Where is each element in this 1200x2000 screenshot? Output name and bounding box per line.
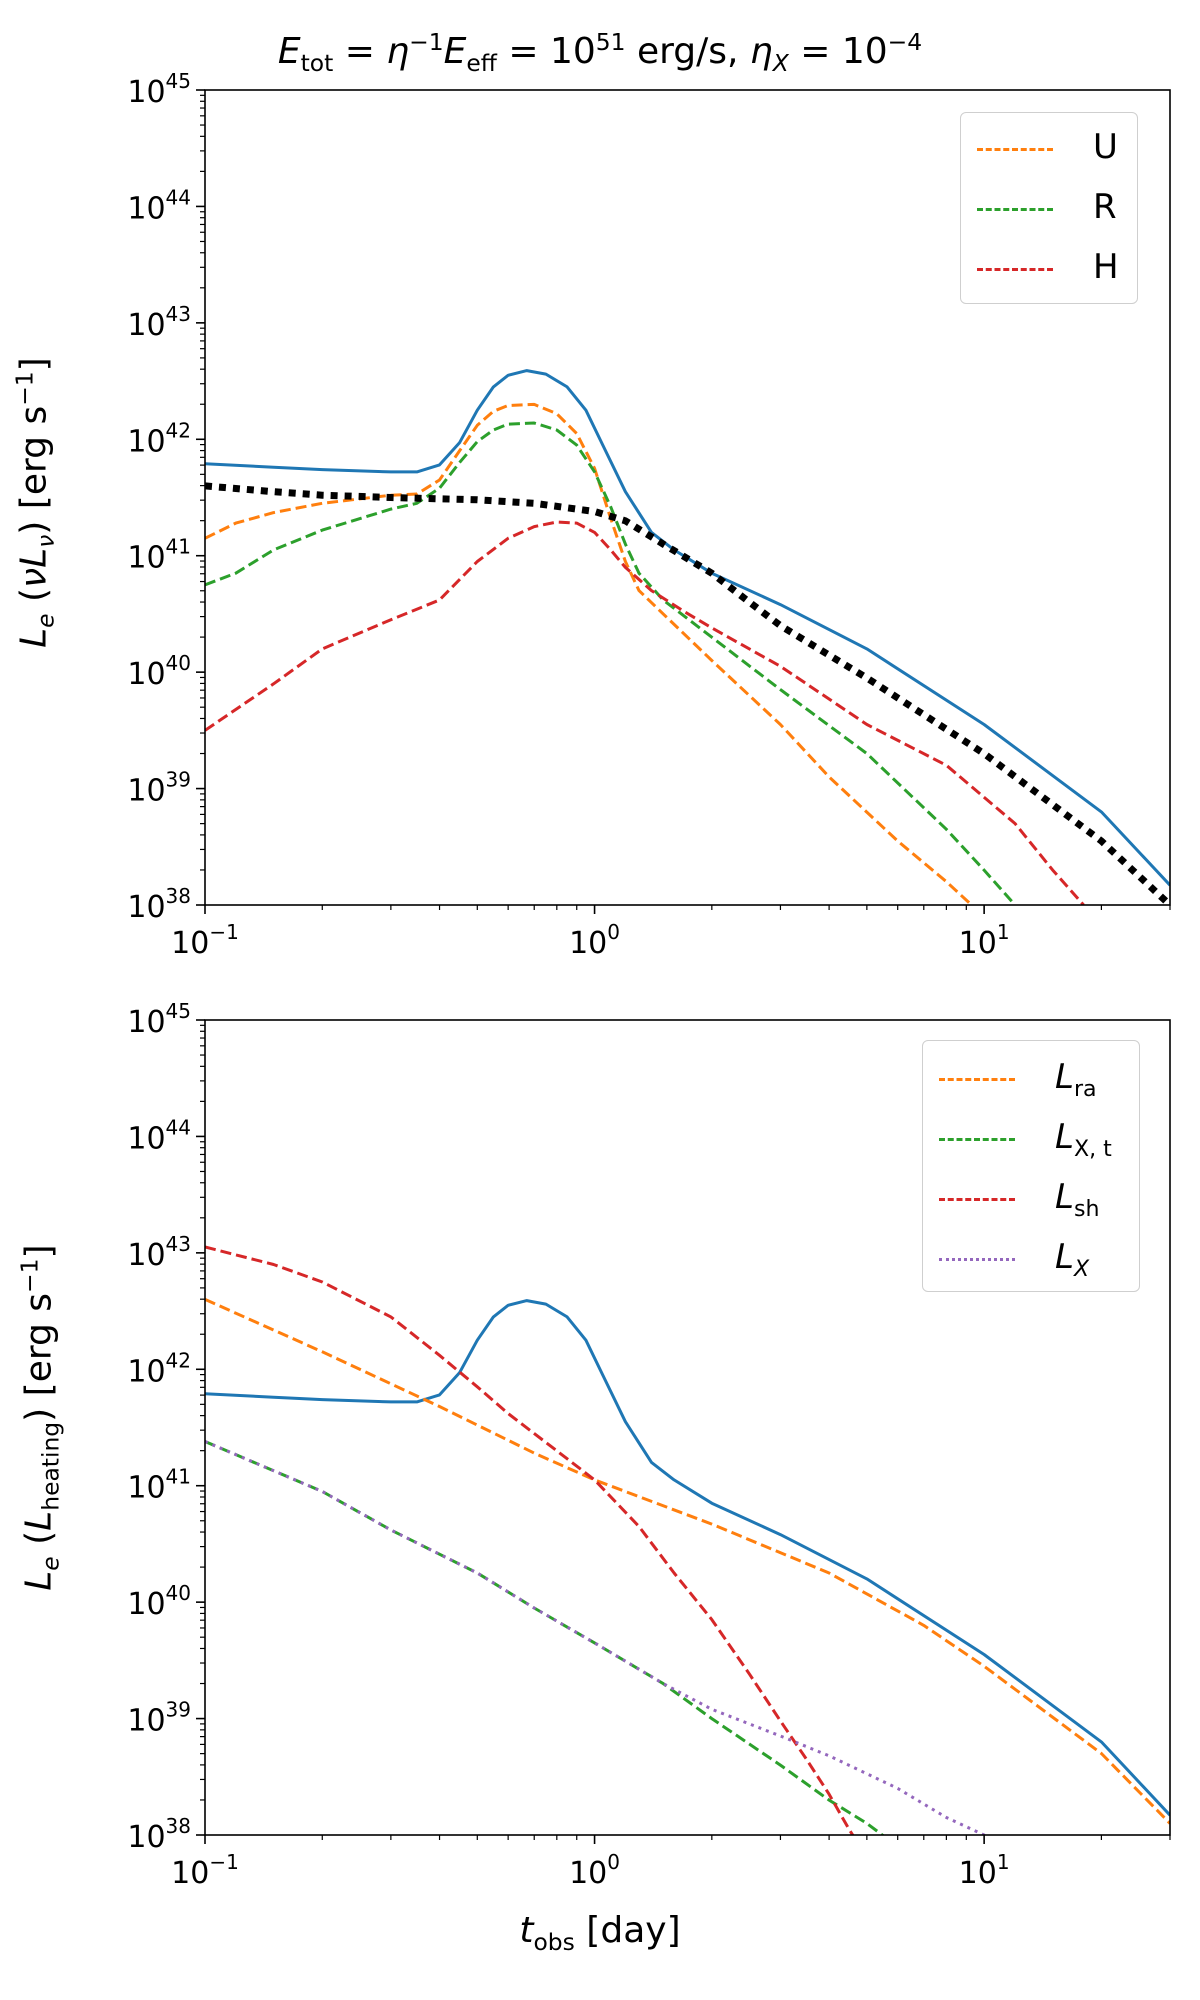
top-y-tick-label: 1045 bbox=[127, 69, 191, 110]
legend-entry-r: R bbox=[961, 181, 1137, 237]
bottom-series-l-sh bbox=[205, 1245, 855, 1835]
top-y-tick-label: 1043 bbox=[127, 302, 191, 343]
top-legend: U R H bbox=[960, 112, 1138, 304]
legend-label-r: R bbox=[1093, 187, 1117, 227]
top-x-tick-label: 100 bbox=[569, 920, 620, 961]
bottom-x-tick-label: 100 bbox=[569, 1850, 620, 1891]
bottom-series-l-x-t bbox=[205, 1440, 885, 1835]
bottom-y-tick-label: 1041 bbox=[127, 1465, 191, 1506]
bottom-y-axis-label: Le (Lheating) [erg s−1] bbox=[15, 1244, 65, 1591]
legend-label-l-xt: LX, t bbox=[1055, 1117, 1112, 1162]
legend-entry-l-x: LX bbox=[923, 1231, 1139, 1287]
bottom-series-l-ra bbox=[205, 1298, 1170, 1825]
legend-entry-l-sh: Lsh bbox=[923, 1171, 1139, 1227]
top-axes-frame bbox=[204, 89, 1171, 906]
bottom-y-tick-label: 1043 bbox=[127, 1232, 191, 1273]
top-series-h bbox=[205, 520, 1085, 905]
bottom-y-tick-label: 1045 bbox=[127, 999, 191, 1040]
legend-swatch-u bbox=[977, 148, 1053, 151]
bottom-y-tick-label: 1042 bbox=[127, 1348, 191, 1389]
bottom-y-tick-label: 1044 bbox=[127, 1115, 191, 1156]
top-y-axis-label: Le (νLν) [erg s−1] bbox=[10, 357, 60, 648]
legend-swatch-l-sh bbox=[939, 1198, 1015, 1201]
legend-label-h: H bbox=[1093, 247, 1119, 287]
top-y-tick-label: 1038 bbox=[127, 884, 191, 925]
legend-swatch-l-x bbox=[939, 1258, 1015, 1261]
legend-label-u: U bbox=[1093, 127, 1118, 167]
bottom-series-total bbox=[205, 1299, 1170, 1817]
legend-entry-l-xt: LX, t bbox=[923, 1111, 1139, 1167]
bottom-y-tick-label: 1038 bbox=[127, 1814, 191, 1855]
legend-swatch-l-ra bbox=[939, 1078, 1015, 1081]
top-y-tick-label: 1041 bbox=[127, 535, 191, 576]
bottom-axes-frame bbox=[204, 1019, 1171, 1836]
x-axis-label: tobs [day] bbox=[519, 1910, 681, 1957]
top-y-tick-label: 1040 bbox=[127, 651, 191, 692]
legend-entry-h: H bbox=[961, 241, 1137, 297]
bottom-panel: 10−1 100 101 1038 1039 1040 1041 1042 1043 1044 10… bbox=[127, 999, 1171, 1891]
legend-entry-l-ra: Lra bbox=[923, 1051, 1139, 1107]
bottom-y-tick-label: 1040 bbox=[127, 1581, 191, 1622]
bottom-x-tick-label: 101 bbox=[959, 1850, 1010, 1891]
top-series-group bbox=[205, 369, 1170, 905]
top-series-u bbox=[205, 402, 974, 905]
legend-entry-u: U bbox=[961, 121, 1137, 177]
figure-title: Etot = η−1Eeff = 1051 erg/s, ηX = 10−4 bbox=[277, 28, 923, 78]
top-x-tick-label: 10−1 bbox=[171, 920, 239, 961]
top-y-tick-label: 1042 bbox=[127, 418, 191, 459]
bottom-y-tick-label: 1039 bbox=[127, 1698, 191, 1739]
bottom-x-tick-label: 10−1 bbox=[171, 1850, 239, 1891]
top-y-tick-label: 1039 bbox=[127, 768, 191, 809]
top-panel: 10−1 100 101 1038 1039 1040 1041 1042 1043 1044 10… bbox=[127, 69, 1171, 961]
top-series-black-dotted bbox=[205, 482, 1170, 905]
top-y-tick-label: 1044 bbox=[127, 185, 191, 226]
legend-label-l-ra: Lra bbox=[1055, 1057, 1097, 1102]
top-series-total bbox=[205, 369, 1170, 887]
top-x-tick-label: 101 bbox=[959, 920, 1010, 961]
bottom-series-group bbox=[205, 1245, 1170, 1835]
legend-label-l-x: LX bbox=[1055, 1237, 1090, 1282]
bottom-legend: Lra LX, t Lsh LX bbox=[922, 1040, 1140, 1292]
bottom-series-l-x bbox=[205, 1440, 987, 1835]
legend-swatch-h bbox=[977, 268, 1053, 271]
legend-swatch-r bbox=[977, 208, 1053, 211]
top-series-r bbox=[205, 421, 1017, 905]
legend-swatch-l-xt bbox=[939, 1138, 1015, 1141]
legend-label-l-sh: Lsh bbox=[1055, 1177, 1100, 1222]
